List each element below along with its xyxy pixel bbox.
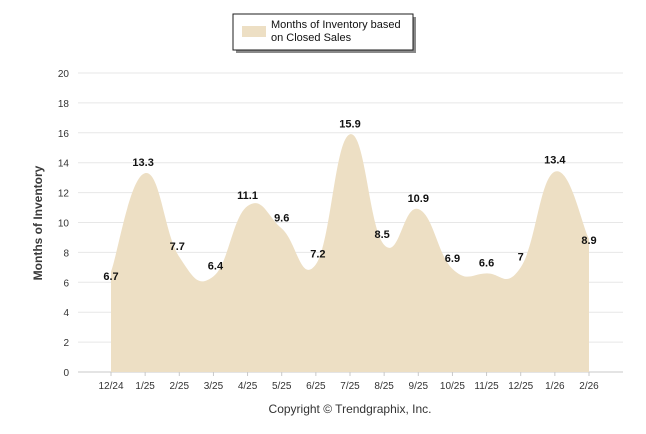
x-tick-label: 2/26 bbox=[579, 381, 599, 392]
x-tick-label: 1/26 bbox=[545, 381, 565, 392]
y-tick-label: 20 bbox=[58, 69, 70, 80]
legend-label-line-2: on Closed Sales bbox=[271, 32, 352, 44]
data-label: 6.7 bbox=[103, 271, 118, 283]
x-tick-label: 2/25 bbox=[170, 381, 190, 392]
x-tick-label: 12/25 bbox=[508, 381, 533, 392]
y-tick-label: 10 bbox=[58, 219, 70, 230]
x-tick-label: 1/25 bbox=[135, 381, 155, 392]
data-label: 6.4 bbox=[208, 260, 224, 272]
copyright-text: Copyright © Trendgraphix, Inc. bbox=[269, 402, 432, 416]
data-label: 7.2 bbox=[310, 248, 325, 260]
x-tick-label: 7/25 bbox=[340, 381, 360, 392]
x-tick-label: 8/25 bbox=[374, 381, 394, 392]
data-label: 7.7 bbox=[170, 241, 185, 253]
x-tick-label: 4/25 bbox=[238, 381, 258, 392]
y-tick-label: 14 bbox=[58, 159, 70, 170]
data-label: 8.5 bbox=[374, 229, 389, 241]
x-tick-label: 5/25 bbox=[272, 381, 292, 392]
data-label: 9.6 bbox=[274, 212, 289, 224]
x-tick-label: 12/24 bbox=[98, 381, 123, 392]
data-label: 13.3 bbox=[132, 157, 153, 169]
x-tick-label: 11/25 bbox=[474, 381, 499, 392]
legend-label-line-1: Months of Inventory based bbox=[271, 19, 401, 31]
y-tick-label: 2 bbox=[63, 338, 69, 349]
x-axis-ticks: 12/24 1/25 2/25 3/25 4/25 5/25 6/25 7/25 8/25 9/2… bbox=[98, 372, 599, 392]
y-tick-label: 6 bbox=[63, 278, 69, 289]
y-axis-ticks: 0 2 4 6 8 10 12 14 16 18 20 bbox=[58, 69, 70, 379]
data-label: 13.4 bbox=[544, 155, 566, 167]
data-label: 7 bbox=[518, 251, 524, 263]
legend-swatch bbox=[242, 26, 266, 37]
x-tick-label: 9/25 bbox=[409, 381, 429, 392]
data-label: 11.1 bbox=[237, 190, 258, 202]
y-tick-label: 4 bbox=[63, 308, 69, 319]
data-label: 10.9 bbox=[408, 193, 429, 205]
x-tick-label: 3/25 bbox=[204, 381, 224, 392]
y-tick-label: 18 bbox=[58, 99, 70, 110]
legend: Months of Inventory based on Closed Sale… bbox=[232, 13, 416, 53]
y-tick-label: 0 bbox=[63, 368, 69, 379]
y-axis-label: Months of Inventory bbox=[31, 165, 45, 280]
area-series bbox=[111, 134, 589, 372]
y-tick-label: 12 bbox=[58, 189, 70, 200]
data-label: 15.9 bbox=[339, 118, 360, 130]
y-tick-label: 8 bbox=[63, 248, 69, 259]
data-label: 6.9 bbox=[445, 253, 460, 265]
data-label: 8.9 bbox=[581, 235, 596, 247]
y-tick-label: 16 bbox=[58, 129, 70, 140]
data-labels: 6.7 13.3 7.7 6.4 11.1 9.6 7.2 15.9 8.5 10.9 6.9 6.6… bbox=[103, 118, 596, 283]
x-tick-label: 10/25 bbox=[440, 381, 465, 392]
x-tick-label: 6/25 bbox=[306, 381, 326, 392]
data-label: 6.6 bbox=[479, 257, 494, 269]
